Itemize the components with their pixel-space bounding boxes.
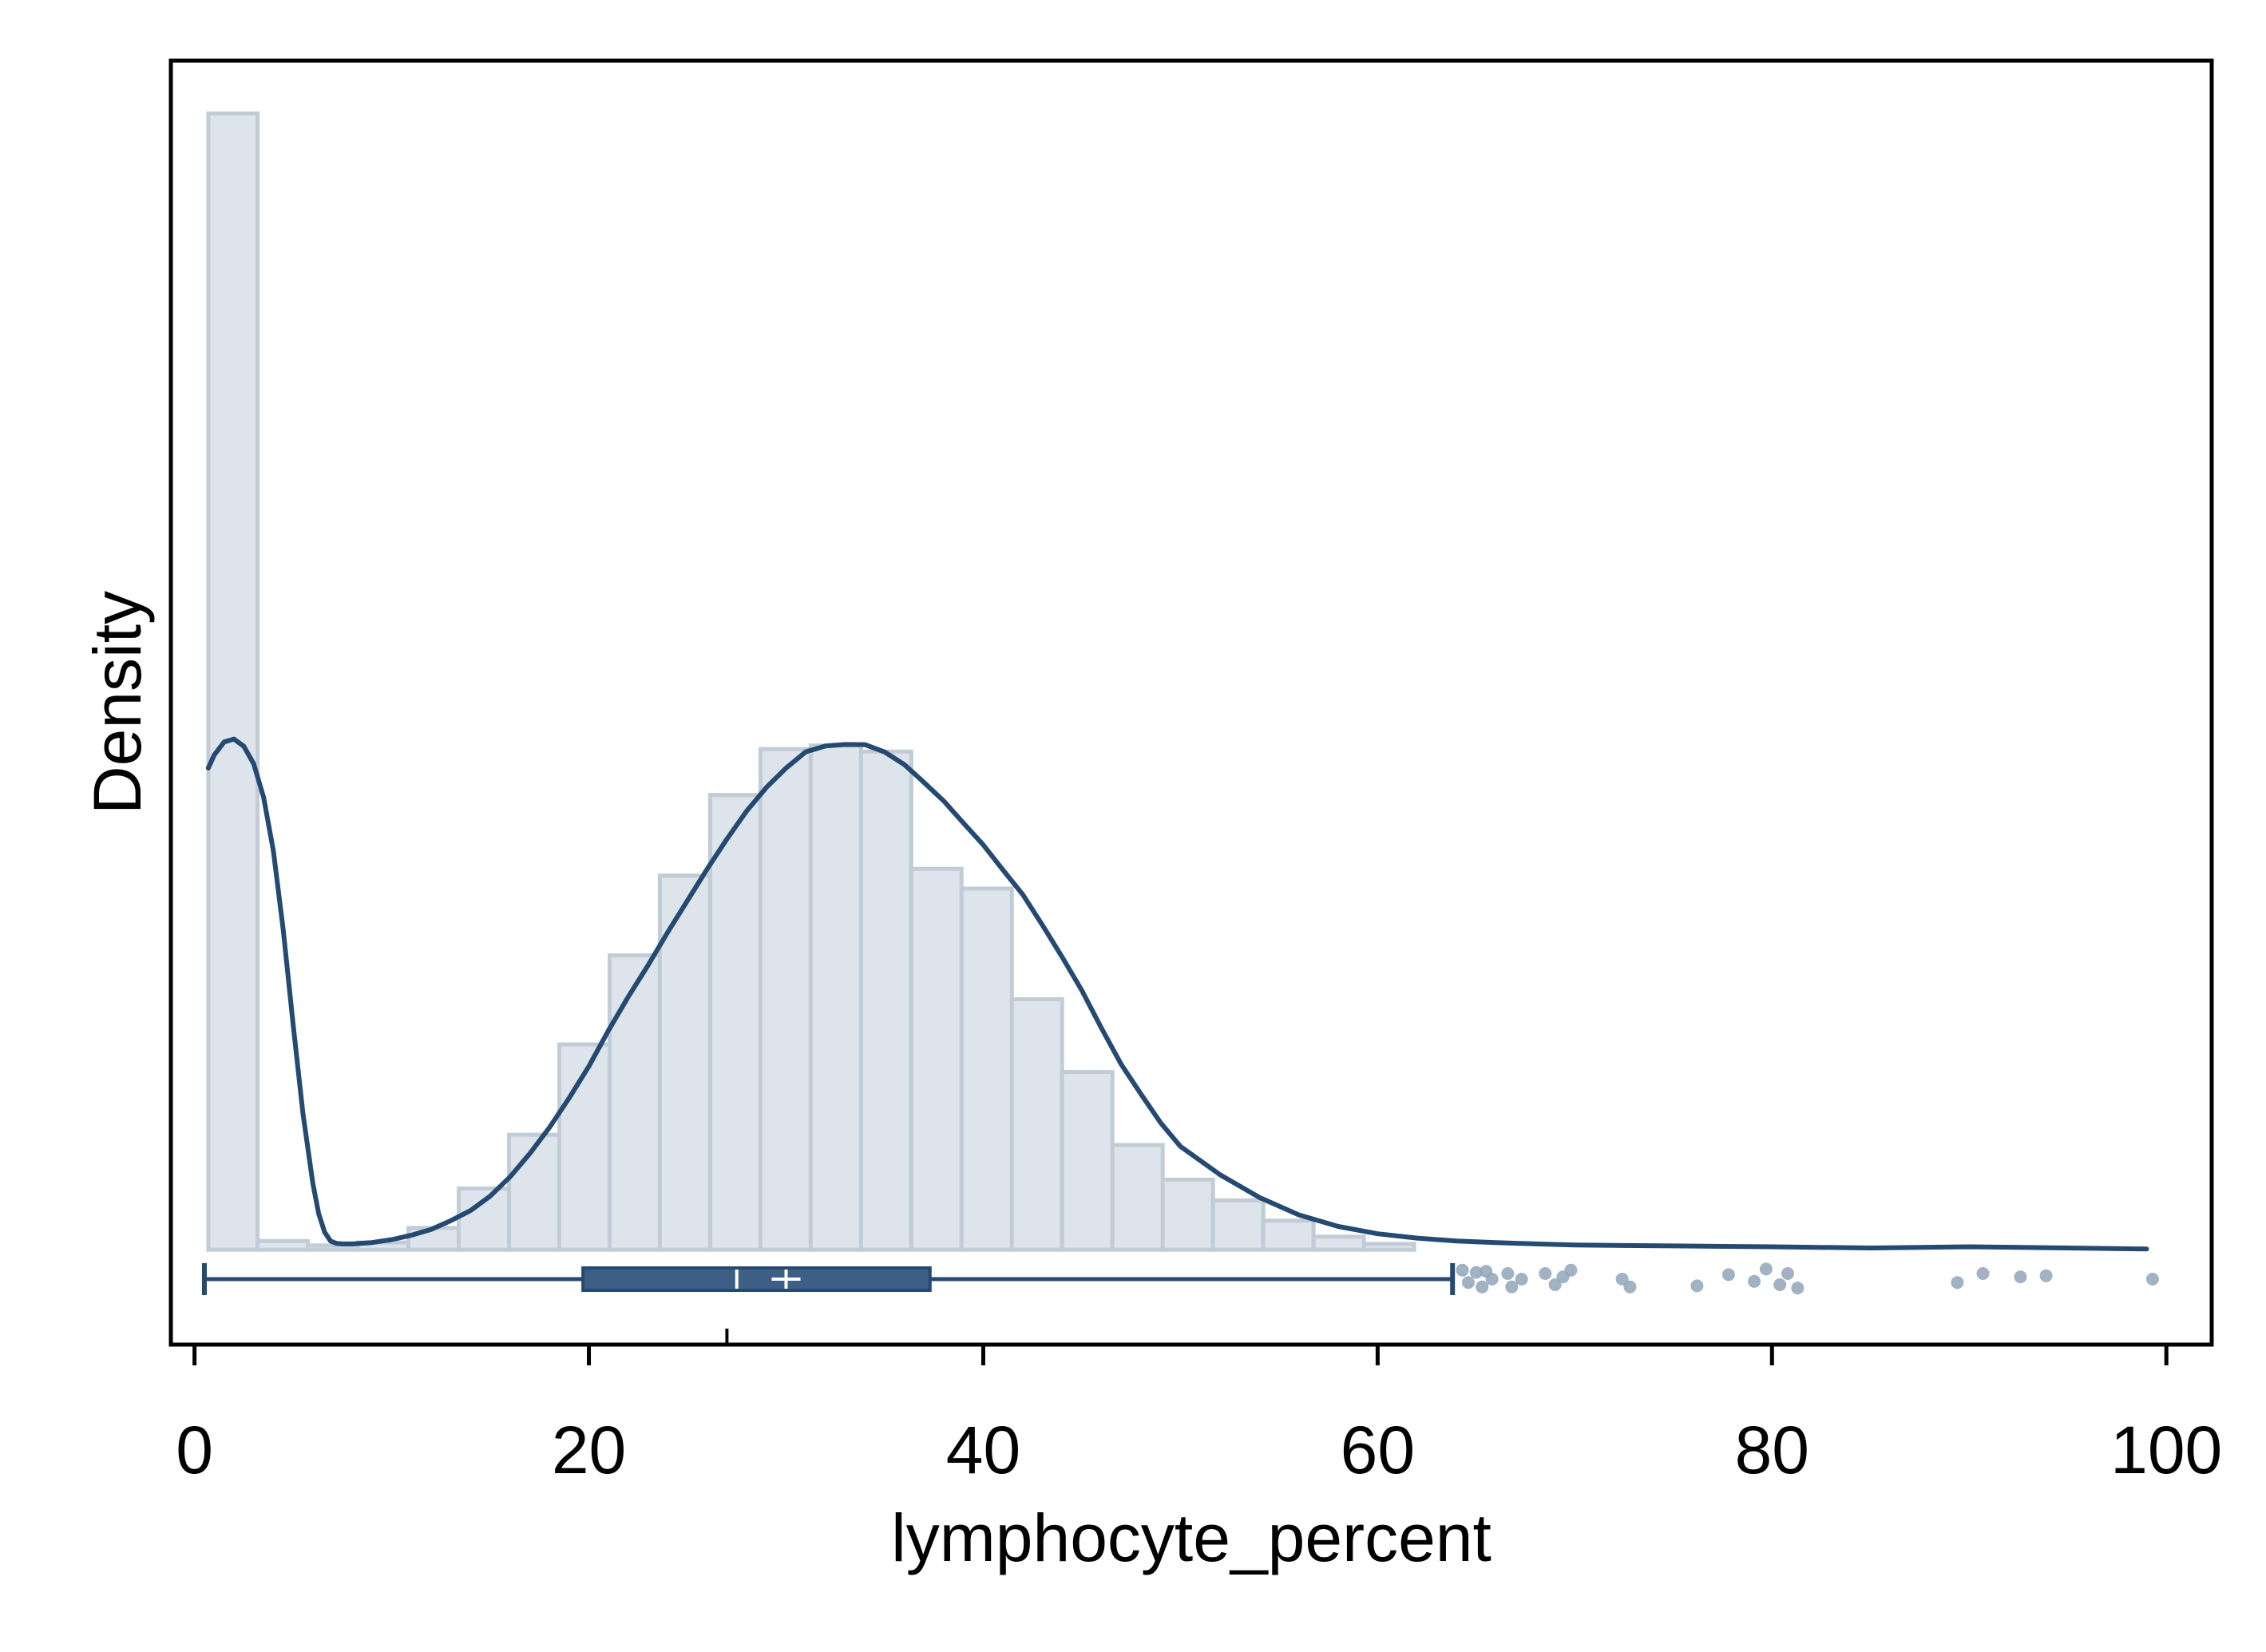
boxplot-outlier	[2039, 1269, 2053, 1282]
boxplot-outlier	[1515, 1273, 1528, 1286]
boxplot-outlier	[1501, 1267, 1515, 1280]
kde-line	[205, 736, 2149, 1252]
boxplot-outlier	[2014, 1270, 2027, 1284]
x-tick-label: 0	[176, 1412, 213, 1488]
histogram-bar	[909, 866, 964, 1252]
histogram-bar	[858, 749, 913, 1252]
boxplot-outlier	[1476, 1280, 1489, 1293]
histogram-bar	[707, 793, 763, 1252]
kde-curve	[205, 736, 2149, 1252]
boxplot-outlier	[1505, 1280, 1519, 1293]
boxplot-outlier	[1690, 1279, 1704, 1293]
boxplot-outlier	[1773, 1278, 1787, 1291]
histogram-bar	[607, 953, 662, 1252]
histogram-bars	[206, 111, 1416, 1252]
histogram-bar	[1311, 1234, 1366, 1252]
boxplot-outlier	[1781, 1267, 1795, 1280]
boxplot-outlier	[1615, 1273, 1629, 1286]
boxplot-outlier	[1748, 1274, 1761, 1288]
histogram-bar	[1361, 1242, 1416, 1252]
histogram-bar	[507, 1132, 562, 1252]
histogram-bar	[256, 1238, 311, 1252]
histogram-bar	[1110, 1143, 1165, 1252]
boxplot-outlier	[1539, 1267, 1552, 1280]
boxplot-outlier	[1976, 1267, 1990, 1280]
boxplot	[201, 1262, 2159, 1345]
boxplot-outlier	[1721, 1268, 1735, 1282]
histogram-bar	[959, 886, 1014, 1252]
boxplot-outlier	[1469, 1266, 1483, 1279]
boxplot-outlier	[1759, 1262, 1773, 1276]
x-tick-label: 80	[1735, 1412, 1809, 1488]
histogram-bar	[557, 1042, 612, 1252]
boxplot-outlier	[1456, 1263, 1469, 1277]
boxplot-outlier	[1564, 1263, 1578, 1277]
histogram-bar	[1210, 1198, 1266, 1252]
histogram-bar	[1261, 1218, 1316, 1252]
histogram-bar	[808, 743, 863, 1252]
x-tick-label: 20	[552, 1412, 626, 1488]
histogram-bar	[1009, 997, 1064, 1252]
boxplot-outlier	[2145, 1273, 2159, 1286]
plot-frame	[168, 58, 2214, 1347]
histogram-bar	[206, 111, 260, 1252]
x-axis-label: lymphocyte_percent	[891, 1500, 1492, 1575]
histogram-bar	[1160, 1177, 1215, 1252]
histogram-bar	[758, 747, 813, 1252]
boxplot-outlier	[1791, 1282, 1804, 1295]
x-tick-label: 100	[2110, 1412, 2222, 1488]
histogram-bar	[457, 1187, 512, 1252]
boxplot-outlier	[1461, 1276, 1475, 1290]
boxplot-outlier	[1623, 1280, 1637, 1293]
histogram-bar	[1060, 1070, 1115, 1252]
boxplot-outlier	[1548, 1278, 1562, 1291]
x-tick-label: 60	[1341, 1412, 1415, 1488]
histogram-bar	[406, 1226, 462, 1252]
x-tick-label: 40	[946, 1412, 1020, 1488]
y-axis-label: Density	[80, 591, 155, 814]
boxplot-outlier	[1485, 1273, 1499, 1286]
x-axis: 0 20 40 60 80 100	[176, 1345, 2222, 1488]
boxplot-iqr	[581, 1266, 932, 1292]
boxplot-outlier	[1951, 1276, 1964, 1290]
